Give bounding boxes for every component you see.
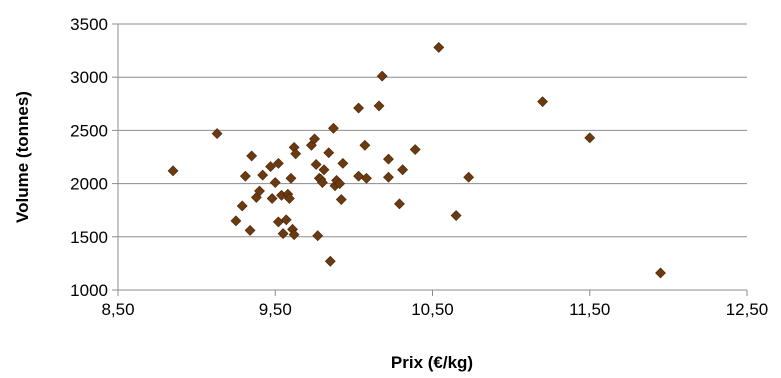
data-point xyxy=(277,228,289,240)
data-point xyxy=(283,193,295,204)
y-axis-title: Volume (tonnes) xyxy=(13,91,32,223)
data-point xyxy=(236,200,248,212)
data-point xyxy=(239,170,251,182)
grid-lines xyxy=(118,23,747,238)
y-tick-label: 3500 xyxy=(70,15,108,34)
y-tick-label: 1000 xyxy=(70,281,108,300)
data-point xyxy=(312,230,324,242)
data-point xyxy=(285,172,297,184)
data-point xyxy=(359,139,371,151)
data-point xyxy=(537,96,548,108)
data-point xyxy=(433,41,445,53)
x-tick-label: 10,50 xyxy=(411,300,454,319)
data-point xyxy=(230,215,242,227)
tick-labels: 1000 1500 2000 2500 3000 3500 8,50 9,50 10,50 11,… xyxy=(70,15,768,319)
data-point xyxy=(373,100,385,112)
data-point xyxy=(265,161,276,173)
data-point xyxy=(290,148,302,160)
data-point xyxy=(309,133,320,145)
data-point xyxy=(397,164,409,176)
data-point xyxy=(317,177,328,188)
data-point xyxy=(324,255,336,267)
data-point xyxy=(167,165,179,177)
y-tick-label: 2500 xyxy=(70,121,108,140)
data-point xyxy=(409,144,421,155)
x-tick-label: 9,50 xyxy=(259,300,292,319)
data-point xyxy=(323,147,335,159)
x-tick-label: 11,50 xyxy=(569,300,610,319)
data-point xyxy=(272,216,284,228)
data-point xyxy=(257,169,269,181)
data-point xyxy=(353,170,365,182)
data-point xyxy=(244,224,256,236)
y-tick-label: 1500 xyxy=(70,228,108,247)
data-point xyxy=(463,171,475,183)
data-point xyxy=(318,164,330,176)
data-point xyxy=(353,102,365,114)
data-point xyxy=(280,214,292,226)
data-point xyxy=(337,157,349,169)
data-point xyxy=(584,132,596,144)
data-point xyxy=(254,185,265,197)
y-tick-label: 3000 xyxy=(70,68,108,87)
data-point xyxy=(383,171,394,183)
axes xyxy=(112,23,748,296)
data-point xyxy=(655,267,666,279)
data-point xyxy=(246,150,258,162)
data-point xyxy=(376,70,388,82)
data-point xyxy=(269,177,281,188)
x-tick-label: 8,50 xyxy=(101,300,134,319)
data-point xyxy=(211,128,223,140)
data-point xyxy=(450,210,462,221)
y-tick-label: 2000 xyxy=(70,175,108,194)
data-point xyxy=(288,229,300,241)
data-point xyxy=(383,153,394,165)
data-point xyxy=(272,157,284,169)
data-points xyxy=(167,41,666,279)
data-point xyxy=(310,159,322,170)
data-point xyxy=(361,172,372,184)
data-point xyxy=(334,178,346,190)
data-point xyxy=(266,193,278,204)
data-point xyxy=(328,122,339,134)
x-axis-title: Prix (€/kg) xyxy=(391,353,473,372)
data-point xyxy=(335,194,347,205)
data-point xyxy=(394,198,405,210)
x-tick-label: 12,50 xyxy=(726,300,769,319)
